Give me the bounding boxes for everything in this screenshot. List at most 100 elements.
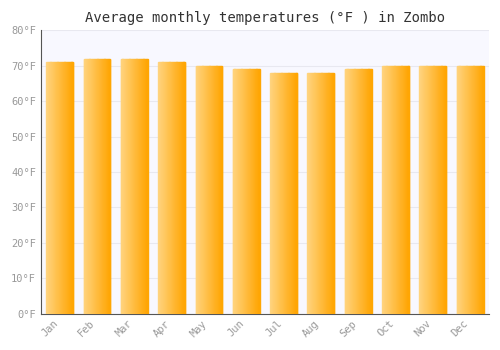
Bar [348, 69, 349, 314]
Bar [144, 59, 145, 314]
Bar [275, 73, 276, 314]
Bar [91, 59, 92, 314]
Bar [54, 62, 55, 314]
Bar [288, 73, 289, 314]
Bar [479, 66, 480, 314]
Bar [465, 66, 466, 314]
Bar [182, 62, 183, 314]
Bar [58, 62, 59, 314]
Bar [458, 66, 459, 314]
Bar [383, 66, 384, 314]
Bar [470, 66, 471, 314]
Bar [162, 62, 163, 314]
Bar [244, 69, 246, 314]
Bar [432, 66, 433, 314]
Bar [477, 66, 478, 314]
Bar [55, 62, 56, 314]
Bar [404, 66, 405, 314]
Bar [475, 66, 476, 314]
Bar [107, 59, 108, 314]
Bar [474, 66, 475, 314]
Bar [426, 66, 427, 314]
Bar [248, 69, 249, 314]
Bar [160, 62, 161, 314]
Bar [140, 59, 141, 314]
Bar [72, 62, 73, 314]
Bar [175, 62, 176, 314]
Bar [287, 73, 288, 314]
Bar [259, 69, 260, 314]
Bar [282, 73, 283, 314]
Bar [476, 66, 477, 314]
Bar [430, 66, 431, 314]
Bar [133, 59, 134, 314]
Bar [140, 59, 141, 314]
Bar [482, 66, 483, 314]
Bar [390, 66, 392, 314]
Bar [68, 62, 69, 314]
Bar [132, 59, 134, 314]
Bar [316, 73, 317, 314]
Bar [99, 59, 100, 314]
Bar [211, 66, 212, 314]
Bar [169, 62, 170, 314]
Bar [317, 73, 318, 314]
Bar [172, 62, 173, 314]
Bar [233, 69, 234, 314]
Bar [437, 66, 438, 314]
Bar [433, 66, 434, 314]
Bar [285, 73, 286, 314]
Bar [252, 69, 253, 314]
Bar [172, 62, 174, 314]
Bar [257, 69, 258, 314]
Bar [94, 59, 95, 314]
Bar [88, 59, 89, 314]
Bar [466, 66, 467, 314]
Bar [350, 69, 351, 314]
Bar [363, 69, 364, 314]
Bar [198, 66, 200, 314]
Bar [127, 59, 128, 314]
Bar [104, 59, 105, 314]
Bar [146, 59, 148, 314]
Bar [291, 73, 292, 314]
Bar [387, 66, 388, 314]
Bar [323, 73, 324, 314]
Bar [165, 62, 166, 314]
Bar [98, 59, 99, 314]
Bar [124, 59, 125, 314]
Bar [85, 59, 86, 314]
Bar [481, 66, 482, 314]
Bar [220, 66, 221, 314]
Bar [318, 73, 319, 314]
Bar [93, 59, 94, 314]
Bar [443, 66, 444, 314]
Bar [396, 66, 398, 314]
Bar [392, 66, 393, 314]
Bar [395, 66, 396, 314]
Bar [60, 62, 62, 314]
Bar [289, 73, 290, 314]
Bar [216, 66, 217, 314]
Bar [384, 66, 385, 314]
Bar [388, 66, 389, 314]
Bar [136, 59, 137, 314]
Bar [324, 73, 325, 314]
Bar [246, 69, 247, 314]
Bar [108, 59, 109, 314]
Bar [128, 59, 129, 314]
Bar [210, 66, 211, 314]
Bar [292, 73, 293, 314]
Bar [66, 62, 67, 314]
Bar [355, 69, 356, 314]
Bar [179, 62, 180, 314]
Bar [197, 66, 198, 314]
Bar [371, 69, 372, 314]
Bar [62, 62, 63, 314]
Bar [322, 73, 323, 314]
Bar [219, 66, 220, 314]
Bar [461, 66, 462, 314]
Bar [311, 73, 312, 314]
Bar [270, 73, 272, 314]
Bar [290, 73, 291, 314]
